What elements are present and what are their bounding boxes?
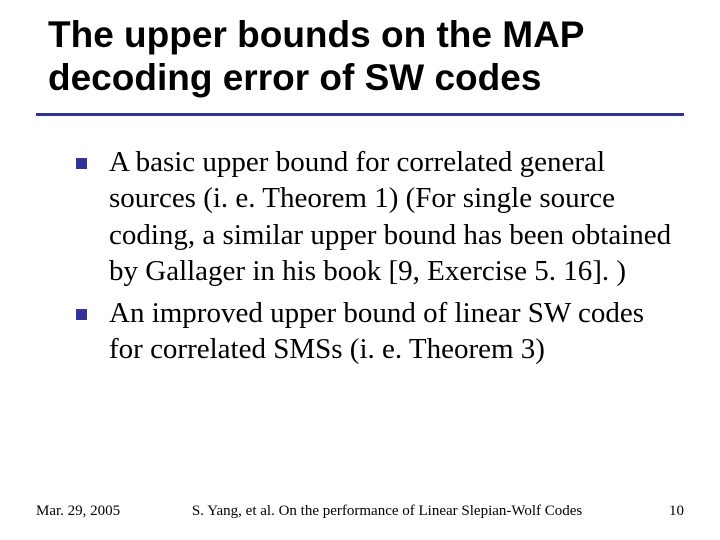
bullet-text: An improved upper bound of linear SW cod… bbox=[109, 295, 672, 368]
title-block: The upper bounds on the MAP decoding err… bbox=[0, 0, 720, 107]
square-bullet-icon bbox=[76, 158, 87, 169]
square-bullet-icon bbox=[76, 309, 87, 320]
footer-date: Mar. 29, 2005 bbox=[36, 503, 120, 520]
bullet-item: An improved upper bound of linear SW cod… bbox=[76, 295, 672, 368]
footer-citation: S. Yang, et al. On the performance of Li… bbox=[120, 503, 654, 520]
slide: The upper bounds on the MAP decoding err… bbox=[0, 0, 720, 540]
bullet-text: A basic upper bound for correlated gener… bbox=[109, 144, 672, 289]
footer-page-number: 10 bbox=[654, 503, 684, 520]
body-block: A basic upper bound for correlated gener… bbox=[0, 116, 720, 368]
slide-title: The upper bounds on the MAP decoding err… bbox=[48, 14, 672, 99]
footer: Mar. 29, 2005 S. Yang, et al. On the per… bbox=[0, 503, 720, 520]
bullet-item: A basic upper bound for correlated gener… bbox=[76, 144, 672, 289]
